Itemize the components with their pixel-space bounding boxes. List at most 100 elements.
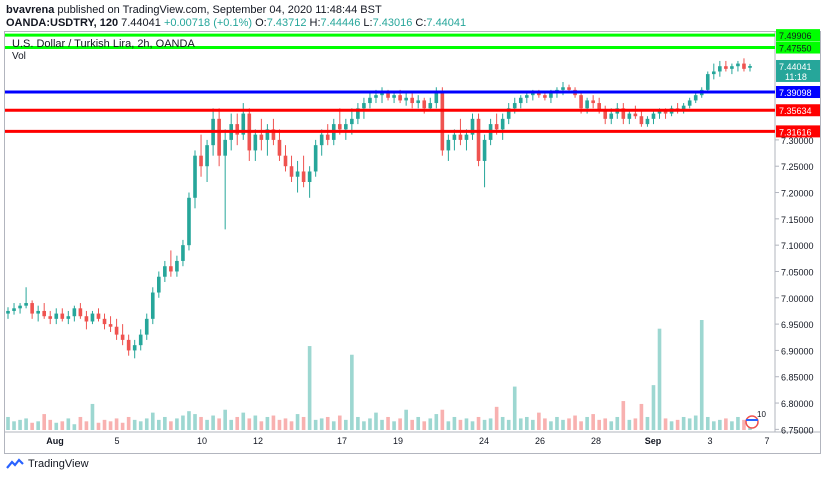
- candle-body: [458, 134, 463, 140]
- candle-body: [6, 310, 10, 314]
- candle-body: [157, 276, 161, 293]
- candle-body: [163, 266, 167, 277]
- author-name[interactable]: bvavrena: [6, 4, 55, 16]
- candle-body: [531, 92, 535, 96]
- volume-bar: [307, 346, 312, 430]
- volume-bar: [742, 419, 746, 430]
- candle-body: [404, 97, 408, 101]
- candle-body: [500, 118, 505, 130]
- open-label: O:: [255, 17, 267, 29]
- volume-bar: [114, 418, 119, 430]
- tradingview-footer[interactable]: TradingView: [6, 458, 89, 470]
- volume-bar: [633, 418, 638, 430]
- volume-bar: [531, 419, 535, 430]
- current-price-label: 11:18: [785, 72, 807, 82]
- low-label: L:: [363, 17, 373, 29]
- candle-body: [736, 63, 740, 67]
- candle-body: [585, 100, 589, 109]
- close-label: C:: [415, 17, 427, 29]
- candle-body: [271, 129, 276, 140]
- x-tick-label: 28: [591, 436, 601, 446]
- level-price-badge: [776, 41, 820, 54]
- candle-body: [621, 108, 626, 119]
- candle-body: [645, 118, 650, 125]
- x-tick-label: 7: [764, 436, 769, 446]
- y-tick-label: 7.30000: [781, 136, 814, 146]
- volume-bar: [36, 421, 40, 430]
- volume-bar: [705, 416, 710, 430]
- current-price-badge: [776, 59, 820, 72]
- candle-body: [482, 139, 487, 161]
- volume-bar: [66, 418, 71, 430]
- volume-bar: [150, 412, 155, 430]
- candle-body: [494, 124, 499, 130]
- candle-body: [537, 92, 541, 96]
- chart-frame[interactable]: [4, 31, 821, 454]
- candle-body: [223, 139, 227, 156]
- volume-bar: [96, 422, 101, 430]
- volume-bar: [374, 412, 378, 430]
- candle-body: [742, 63, 746, 69]
- volume-bar: [157, 419, 161, 430]
- volume-bar: [386, 416, 390, 430]
- low-value: 7.43016: [372, 17, 413, 29]
- candle-body: [687, 100, 692, 106]
- y-tick-label: 6.95000: [781, 320, 814, 330]
- volume-bar: [464, 418, 469, 430]
- volume-bar: [567, 418, 571, 430]
- candle-body: [561, 87, 565, 90]
- volume-label: Vol: [12, 51, 26, 62]
- volume-bar: [120, 422, 125, 430]
- volume-bar: [506, 419, 511, 430]
- volume-bar: [555, 416, 559, 430]
- volume-bar: [452, 416, 457, 430]
- volume-bar: [205, 419, 209, 430]
- y-tick-label: 7.05000: [781, 267, 814, 277]
- candle-body: [12, 308, 16, 311]
- volume-bar: [736, 416, 740, 430]
- volume-bar: [277, 419, 282, 430]
- candle-body: [54, 313, 59, 319]
- x-tick-label: 24: [479, 436, 489, 446]
- candle-body: [78, 308, 83, 317]
- volume-bar: [344, 419, 348, 430]
- volume-bar: [132, 419, 137, 430]
- candle-body: [193, 155, 197, 198]
- candle-body: [476, 118, 481, 161]
- candle-body: [410, 97, 414, 104]
- volume-bar: [512, 386, 517, 430]
- y-tick-label: 7.25000: [781, 162, 814, 172]
- candle-body: [187, 197, 191, 246]
- candle-body: [603, 110, 608, 119]
- candle-body: [169, 266, 173, 272]
- volume-bar: [253, 415, 258, 430]
- candle-body: [627, 113, 632, 119]
- candle-body: [693, 95, 698, 101]
- volume-bar: [398, 418, 402, 430]
- volume-bar: [585, 416, 589, 430]
- volume-bar: [217, 418, 221, 430]
- candle-body: [506, 108, 511, 119]
- candle-body: [175, 260, 179, 272]
- candle-body: [36, 310, 40, 314]
- volume-bar: [193, 414, 197, 430]
- tradingview-brand: TradingView: [28, 458, 89, 470]
- volume-bar: [609, 421, 614, 430]
- volume-bar: [181, 415, 185, 430]
- volume-bar: [295, 414, 300, 430]
- x-tick-label: 10: [197, 436, 207, 446]
- candle-body: [380, 92, 384, 96]
- candle-body: [374, 95, 378, 98]
- y-tick-label: 6.80000: [781, 399, 814, 409]
- candle-body: [344, 124, 348, 130]
- y-tick-label: 6.75000: [781, 425, 814, 435]
- event-count-label: 10: [757, 410, 766, 419]
- volume-bar: [289, 421, 294, 430]
- volume-bar: [102, 419, 107, 430]
- volume-bar: [440, 409, 445, 430]
- candle-body: [718, 66, 722, 72]
- close-value: 7.44041: [426, 17, 467, 29]
- chart-title: U.S. Dollar / Turkish Lira, 2h, OANDA: [12, 38, 195, 50]
- candle-body: [705, 74, 710, 90]
